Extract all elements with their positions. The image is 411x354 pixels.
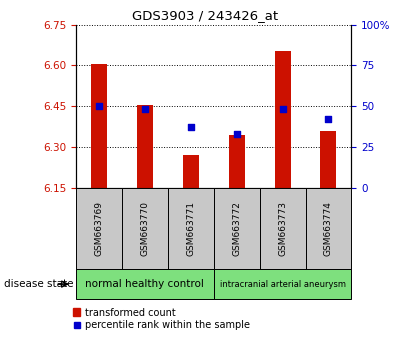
Text: GSM663773: GSM663773	[278, 201, 287, 256]
Text: GSM663771: GSM663771	[186, 201, 195, 256]
Bar	[321, 131, 337, 188]
Bar	[91, 64, 107, 188]
Point	[325, 116, 332, 122]
Bar	[229, 135, 245, 188]
Bar	[76, 188, 122, 269]
Bar	[137, 105, 153, 188]
Bar	[214, 188, 260, 269]
Bar	[214, 269, 351, 299]
Bar	[305, 188, 351, 269]
Bar	[122, 188, 168, 269]
Text: GSM663769: GSM663769	[95, 201, 104, 256]
Bar	[183, 155, 199, 188]
Bar	[260, 188, 305, 269]
Text: GSM663770: GSM663770	[141, 201, 149, 256]
Point	[187, 125, 194, 130]
Text: intracranial arterial aneurysm: intracranial arterial aneurysm	[219, 280, 346, 289]
Point	[233, 131, 240, 137]
Point	[141, 107, 148, 112]
Point	[96, 103, 102, 109]
Text: GSM663774: GSM663774	[324, 201, 333, 256]
Text: GSM663772: GSM663772	[232, 201, 241, 256]
Point	[279, 107, 286, 112]
Text: disease state: disease state	[4, 279, 74, 289]
Text: GDS3903 / 243426_at: GDS3903 / 243426_at	[132, 9, 279, 22]
Bar	[168, 188, 214, 269]
Bar	[76, 269, 214, 299]
Text: normal healthy control: normal healthy control	[85, 279, 204, 289]
Legend: transformed count, percentile rank within the sample: transformed count, percentile rank withi…	[73, 308, 250, 330]
Bar	[275, 51, 291, 188]
